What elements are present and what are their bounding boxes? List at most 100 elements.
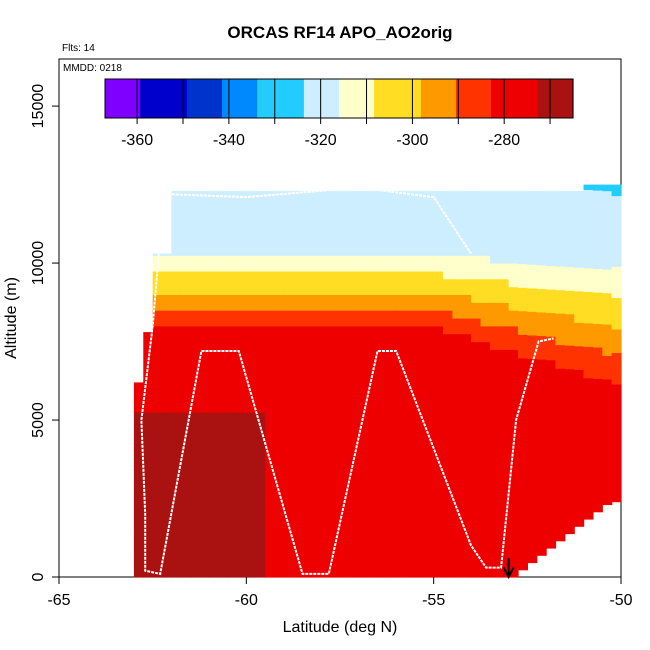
heatmap-cell	[480, 514, 491, 523]
heatmap-cell	[489, 443, 500, 452]
heatmap-cell	[368, 208, 379, 217]
heatmap-cell	[611, 211, 622, 220]
heatmap-cell	[536, 445, 547, 454]
heatmap-cell	[218, 404, 229, 413]
heatmap-cell	[461, 190, 472, 194]
heatmap-cell	[368, 231, 379, 241]
heatmap-cell	[602, 379, 613, 388]
heatmap-cell	[499, 404, 510, 413]
heatmap-cell	[611, 195, 622, 204]
heatmap-cell	[452, 380, 463, 390]
heatmap-cell	[162, 255, 172, 264]
heatmap-cell	[508, 318, 519, 327]
heatmap-cell	[414, 231, 425, 241]
heatmap-cell	[265, 561, 276, 570]
heatmap-cell	[602, 229, 613, 239]
heatmap-cell	[405, 545, 416, 554]
heatmap-cell	[396, 522, 407, 531]
heatmap-cell	[199, 451, 210, 460]
heatmap-cell	[274, 412, 285, 421]
heatmap-cell	[480, 506, 491, 515]
heatmap-cell	[133, 404, 144, 413]
heatmap-cell	[171, 349, 182, 358]
heatmap-cell	[180, 490, 191, 500]
heatmap-cell	[583, 205, 594, 214]
heatmap-cell	[518, 452, 528, 461]
heatmap-cell	[255, 467, 266, 476]
heatmap-cell	[405, 459, 416, 468]
heatmap-cell	[368, 427, 379, 437]
heatmap-cell	[311, 294, 322, 303]
heatmap-cell	[311, 404, 322, 413]
heatmap-cell	[152, 302, 163, 311]
heatmap-cell	[274, 427, 285, 437]
heatmap-cell	[377, 396, 388, 405]
heatmap-cell	[368, 216, 379, 225]
heatmap-cell	[208, 482, 219, 492]
heatmap-cell	[321, 208, 332, 217]
heatmap-cell	[340, 475, 350, 484]
heatmap-cell	[358, 522, 369, 531]
heatmap-cell	[358, 247, 369, 256]
heatmap-cell	[340, 569, 350, 578]
colorbar-tick-label: -320	[305, 132, 337, 149]
heatmap-cell	[199, 427, 210, 437]
heatmap-cell	[368, 270, 379, 280]
heatmap-cell	[340, 223, 350, 233]
heatmap-cell	[283, 270, 294, 280]
heatmap-cell	[452, 475, 463, 484]
heatmap-cell	[143, 537, 154, 547]
heatmap-cell	[471, 200, 482, 209]
heatmap-cell	[386, 380, 397, 390]
heatmap-cell	[311, 200, 322, 209]
heatmap-cell	[592, 503, 603, 513]
heatmap-cell	[611, 376, 622, 385]
heatmap-cell	[330, 396, 341, 405]
heatmap-cell	[452, 278, 463, 288]
heatmap-cell	[330, 216, 341, 225]
heatmap-cell	[171, 286, 182, 295]
heatmap-cell	[527, 429, 538, 438]
heatmap-cell	[443, 537, 453, 547]
heatmap-cell	[377, 522, 388, 531]
heatmap-cell	[358, 482, 369, 492]
heatmap-cell	[583, 424, 594, 434]
heatmap-cell	[555, 336, 566, 346]
heatmap-cell	[227, 561, 238, 570]
heatmap-cell	[527, 491, 538, 501]
heatmap-cell	[443, 396, 453, 405]
heatmap-cell	[302, 310, 313, 319]
heatmap-cell	[592, 260, 603, 269]
heatmap-cell	[199, 294, 210, 303]
heatmap-cell	[265, 349, 276, 358]
heatmap-cell	[386, 302, 397, 311]
heatmap-cell	[265, 427, 276, 437]
heatmap-cell	[311, 380, 322, 390]
heatmap-cell	[340, 365, 350, 374]
heatmap-cell	[171, 396, 182, 405]
heatmap-cell	[330, 459, 341, 468]
heatmap-cell	[433, 190, 444, 194]
heatmap-cell	[405, 255, 416, 264]
heatmap-cell	[283, 522, 294, 531]
heatmap-cell	[349, 310, 360, 319]
heatmap-cell	[414, 365, 425, 374]
heatmap-cell	[227, 427, 238, 437]
heatmap-cell	[227, 490, 238, 500]
heatmap-cell	[536, 523, 547, 533]
heatmap-cell	[218, 451, 229, 460]
heatmap-cell	[527, 295, 538, 305]
heatmap-cell	[190, 231, 201, 241]
heatmap-cell	[518, 287, 528, 296]
heatmap-cell	[311, 553, 322, 562]
heatmap-cell	[255, 349, 266, 358]
heatmap-cell	[527, 319, 538, 328]
heatmap-cell	[265, 506, 276, 515]
heatmap-cell	[349, 545, 360, 554]
heatmap-cell	[471, 435, 482, 445]
heatmap-cell	[508, 333, 519, 343]
heatmap-cell	[592, 244, 603, 254]
heatmap-cell	[152, 522, 163, 531]
heatmap-cell	[461, 325, 472, 335]
heatmap-cell	[246, 412, 257, 421]
